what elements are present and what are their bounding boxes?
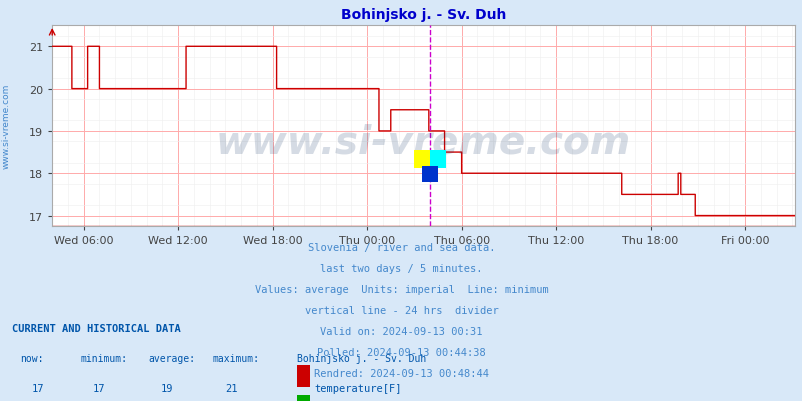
Text: minimum:: minimum: [80,353,128,363]
Text: 21: 21 [225,383,237,393]
Text: www.si-vreme.com: www.si-vreme.com [216,124,630,161]
Text: 17: 17 [92,383,105,393]
Title: Bohinjsko j. - Sv. Duh: Bohinjsko j. - Sv. Duh [341,8,505,22]
Bar [421,166,438,183]
Bar [413,150,430,168]
Text: www.si-vreme.com: www.si-vreme.com [2,84,11,169]
Text: Rendred: 2024-09-13 00:48:44: Rendred: 2024-09-13 00:48:44 [314,368,488,378]
Text: maximum:: maximum: [213,353,260,363]
Text: vertical line - 24 hrs  divider: vertical line - 24 hrs divider [304,305,498,315]
Text: Valid on: 2024-09-13 00:31: Valid on: 2024-09-13 00:31 [320,326,482,336]
Text: Polled: 2024-09-13 00:44:38: Polled: 2024-09-13 00:44:38 [317,347,485,357]
Text: now:: now: [20,353,43,363]
Text: 17: 17 [32,383,45,393]
Text: Slovenia / river and sea data.: Slovenia / river and sea data. [307,243,495,253]
Text: average:: average: [148,353,196,363]
Text: Bohinjsko j. - Sv. Duh: Bohinjsko j. - Sv. Duh [297,353,426,363]
Bar [430,150,446,168]
Text: Values: average  Units: imperial  Line: minimum: Values: average Units: imperial Line: mi… [254,284,548,294]
Text: last two days / 5 minutes.: last two days / 5 minutes. [320,263,482,273]
Text: CURRENT AND HISTORICAL DATA: CURRENT AND HISTORICAL DATA [12,323,180,333]
Text: 19: 19 [160,383,173,393]
Text: temperature[F]: temperature[F] [314,383,402,393]
